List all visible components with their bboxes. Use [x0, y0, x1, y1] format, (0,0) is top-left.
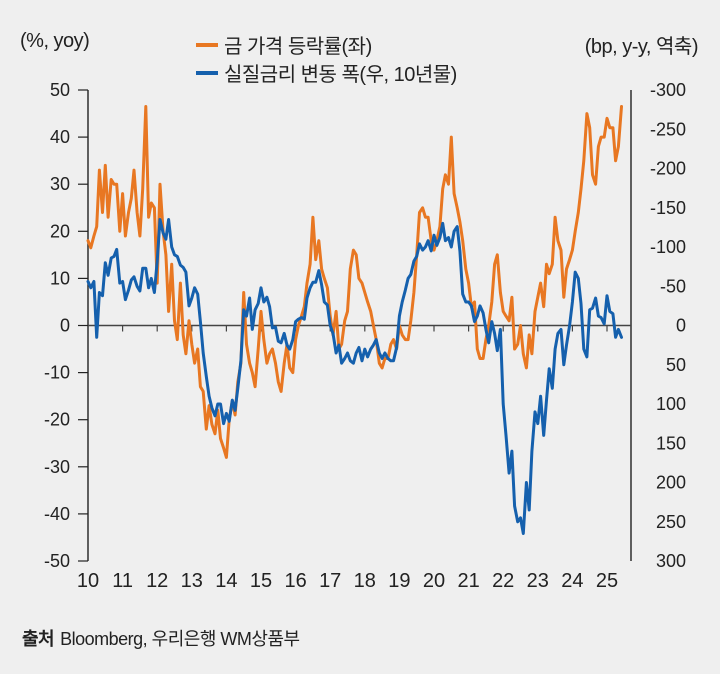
x-tick-label: 11	[112, 570, 133, 592]
right-tick-label: 100	[656, 394, 686, 414]
right-tick-label: 200	[656, 473, 686, 493]
left-axis-unit: (%, yoy)	[20, 30, 90, 52]
right-tick-label: 300	[656, 551, 686, 571]
source-text: Bloomberg, 우리은행 WM상품부	[60, 629, 300, 649]
right-tick-label: -250	[650, 119, 686, 139]
legend-label-real-rate: 실질금리 변동 폭(우, 10년물)	[224, 64, 457, 86]
x-tick-label: 22	[492, 570, 514, 592]
left-tick-label: 30	[50, 174, 70, 194]
left-tick-label: 20	[50, 221, 70, 241]
x-tick-label: 19	[388, 570, 410, 592]
left-tick-label: 40	[50, 127, 70, 147]
legend-item-gold: 금 가격 등락률(좌)	[196, 30, 372, 59]
x-tick-label: 17	[319, 570, 341, 592]
right-tick-label: -300	[650, 80, 686, 100]
x-tick-label: 20	[423, 570, 445, 592]
right-tick-label: 50	[666, 355, 686, 375]
left-tick-label: -50	[44, 551, 70, 571]
x-tick-label: 18	[354, 570, 376, 592]
source-label: 출처	[22, 629, 55, 649]
x-tick-label: 25	[596, 570, 618, 592]
right-tick-label: 150	[656, 433, 686, 453]
x-tick-label: 13	[181, 570, 203, 592]
x-tick-label: 23	[527, 570, 549, 592]
series-line-gold	[86, 105, 623, 459]
legend-label-gold: 금 가격 등락률(좌)	[224, 36, 372, 58]
right-tick-label: -200	[650, 159, 686, 179]
footer-source: 출처 Bloomberg, 우리은행 WM상품부	[22, 625, 300, 651]
right-tick-label: -50	[660, 276, 686, 296]
right-tick-label: -150	[650, 198, 686, 218]
legend-item-real-rate: 실질금리 변동 폭(우, 10년물)	[196, 58, 457, 87]
axes: 50403020100-10-20-30-40-50-300-250-200-1…	[44, 80, 686, 592]
x-tick-label: 12	[146, 570, 168, 592]
legend-swatch-gold	[196, 42, 218, 47]
x-tick-label: 15	[250, 570, 272, 592]
x-tick-label: 10	[77, 570, 99, 592]
left-tick-label: -40	[44, 504, 70, 524]
x-tick-label: 21	[457, 570, 479, 592]
left-tick-label: -30	[44, 457, 70, 477]
right-tick-label: 0	[676, 316, 686, 336]
left-tick-label: 50	[50, 80, 70, 100]
x-tick-label: 14	[215, 570, 237, 592]
right-axis-unit: (bp, y-y, 역축)	[584, 36, 699, 58]
left-tick-label: 0	[60, 316, 70, 336]
left-tick-label: 10	[50, 268, 70, 288]
x-tick-label: 16	[284, 570, 306, 592]
left-tick-label: -10	[44, 363, 70, 383]
series-line-real-rate	[86, 218, 623, 535]
right-tick-label: 250	[656, 512, 686, 532]
x-tick-label: 24	[561, 570, 583, 592]
legend-swatch-real-rate	[196, 70, 218, 75]
left-tick-label: -20	[44, 410, 70, 430]
right-tick-label: -100	[650, 237, 686, 257]
series-group	[86, 105, 623, 535]
